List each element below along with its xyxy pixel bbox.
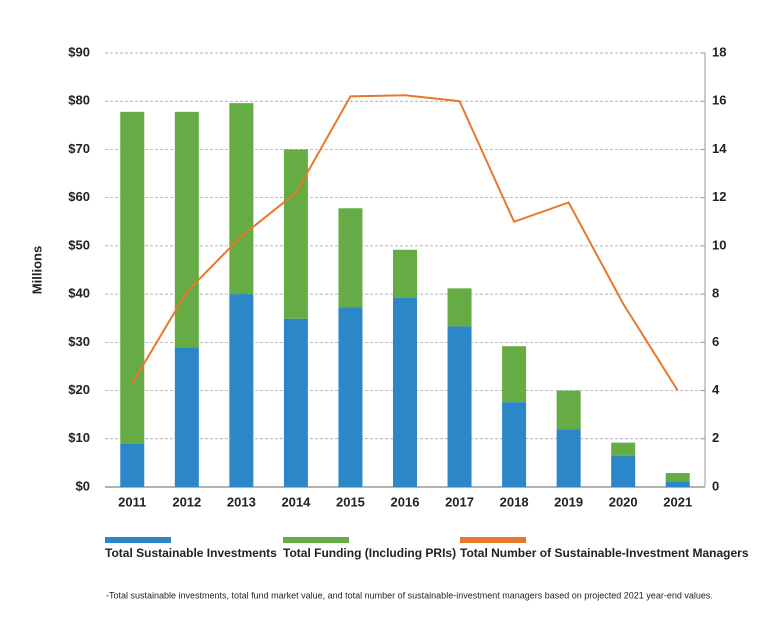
bar [393, 297, 417, 487]
bar [502, 346, 527, 403]
bar [447, 288, 472, 327]
y2-tick-label: 4 [712, 382, 720, 397]
y-tick-label: $30 [68, 334, 90, 349]
bar [229, 294, 254, 487]
y2-tick-label: 0 [712, 478, 719, 493]
y2-tick-label: 14 [712, 141, 727, 156]
bar [174, 347, 199, 487]
x-tick-label: 2013 [227, 494, 256, 509]
x-tick-label: 2014 [281, 494, 311, 509]
x-tick-label: 2015 [336, 494, 365, 509]
bar [283, 149, 308, 319]
bar [665, 481, 690, 487]
bar [393, 249, 417, 298]
bar [338, 307, 363, 487]
x-tick-label: 2011 [118, 494, 146, 509]
legend-swatch [105, 537, 171, 543]
y-tick-label: $90 [68, 44, 90, 59]
x-tick-label: 2017 [445, 494, 474, 509]
y2-tick-label: 10 [712, 237, 726, 252]
y-tick-label: $10 [68, 430, 90, 445]
x-tick-label: 2012 [172, 494, 201, 509]
legend-label: Total Funding (Including PRIs) [283, 546, 456, 560]
bar [229, 103, 254, 295]
y-tick-label: $80 [68, 93, 90, 108]
legend-swatch [283, 537, 349, 543]
y2-tick-label: 16 [712, 93, 726, 108]
y-tick-label: $0 [76, 478, 90, 493]
bar [502, 402, 527, 487]
bar [665, 473, 690, 482]
y2-tick-label: 8 [712, 286, 719, 301]
bar [120, 111, 145, 444]
y-tick-label: $20 [68, 382, 90, 397]
y-axis-label: Millions [29, 246, 44, 294]
x-tick-label: 2021 [663, 494, 692, 509]
y2-tick-label: 6 [712, 334, 719, 349]
line [131, 94, 679, 392]
footnote: -Total sustainable investments, total fu… [106, 590, 713, 600]
bar [174, 111, 199, 348]
bar [556, 390, 581, 430]
x-tick-label: 2019 [554, 494, 583, 509]
bar [283, 318, 308, 487]
y-tick-label: $40 [68, 286, 90, 301]
legend-label: Total Sustainable Investments [105, 546, 277, 560]
y2-tick-label: 18 [712, 44, 726, 59]
bar [447, 326, 472, 487]
x-tick-label: 2018 [500, 494, 529, 509]
bar [120, 443, 145, 487]
y2-tick-label: 2 [712, 430, 719, 445]
legend-label: Total Number of Sustainable-Investment M… [460, 546, 749, 560]
y-tick-label: $60 [68, 189, 90, 204]
y2-tick-label: 12 [712, 189, 726, 204]
x-tick-label: 2016 [391, 494, 420, 509]
bar [611, 442, 636, 456]
legend-swatch [460, 537, 526, 543]
y-tick-label: $70 [68, 141, 90, 156]
y-tick-label: $50 [68, 237, 90, 252]
bar [556, 429, 581, 487]
bar [338, 208, 363, 308]
x-tick-label: 2020 [609, 494, 638, 509]
bar [611, 455, 636, 487]
